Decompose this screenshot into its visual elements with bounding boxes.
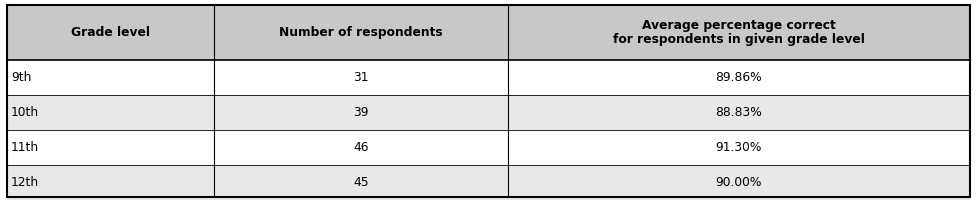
Text: 9th: 9th xyxy=(11,71,31,84)
Bar xyxy=(7,95,970,130)
Text: 45: 45 xyxy=(353,176,368,189)
Bar xyxy=(7,165,970,200)
Text: 89.86%: 89.86% xyxy=(715,71,762,84)
Text: Average percentage correct
for respondents in given grade level: Average percentage correct for responden… xyxy=(613,19,865,46)
Text: 10th: 10th xyxy=(11,106,39,119)
Text: 90.00%: 90.00% xyxy=(716,176,762,189)
Text: 88.83%: 88.83% xyxy=(715,106,762,119)
Text: Grade level: Grade level xyxy=(71,26,150,39)
Text: Number of respondents: Number of respondents xyxy=(279,26,443,39)
Bar xyxy=(7,130,970,165)
Text: 46: 46 xyxy=(353,141,368,154)
Text: 91.30%: 91.30% xyxy=(716,141,762,154)
Bar xyxy=(7,60,970,95)
Text: 11th: 11th xyxy=(11,141,39,154)
Text: 31: 31 xyxy=(353,71,368,84)
Text: 12th: 12th xyxy=(11,176,39,189)
Text: 39: 39 xyxy=(353,106,368,119)
Bar xyxy=(7,5,970,60)
